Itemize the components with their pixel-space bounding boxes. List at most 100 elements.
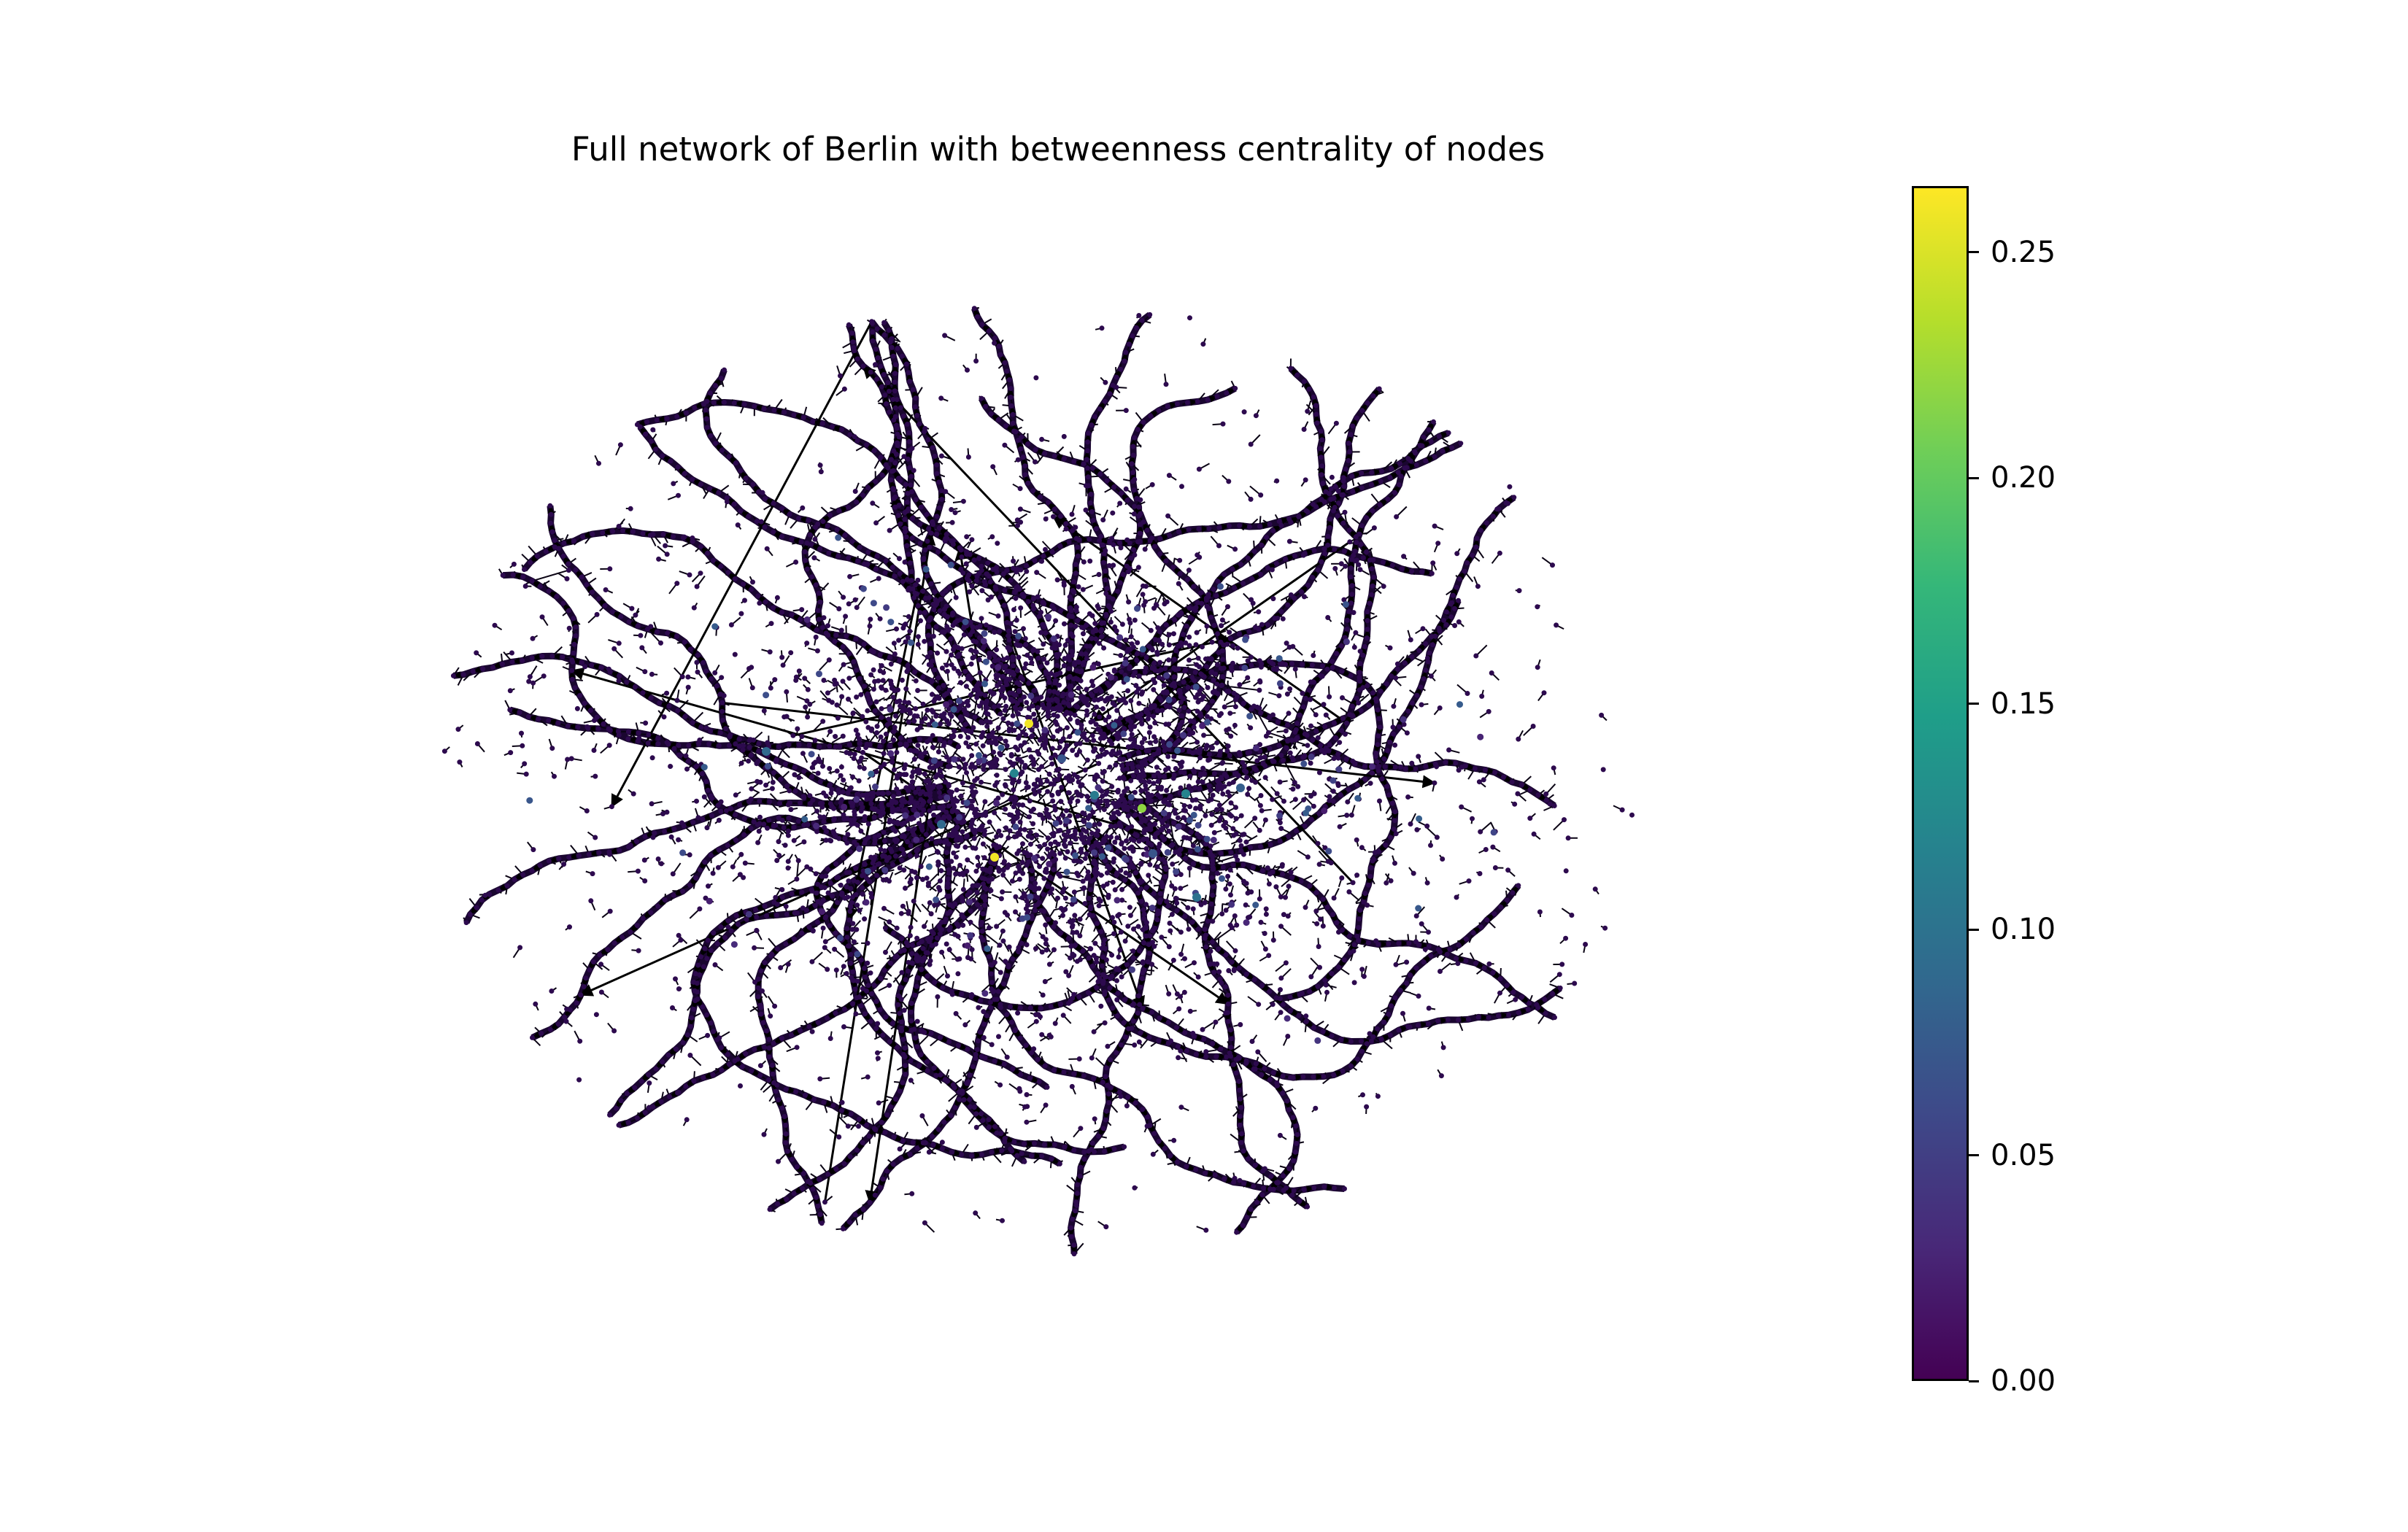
node <box>1246 713 1254 720</box>
node <box>1063 868 1070 875</box>
node <box>1175 823 1182 830</box>
node <box>1068 691 1075 698</box>
node <box>1343 638 1350 646</box>
node <box>863 899 870 906</box>
node <box>1091 849 1098 856</box>
node <box>801 816 809 823</box>
high-centrality-node <box>1181 789 1190 798</box>
node <box>1456 701 1463 708</box>
node <box>943 794 951 801</box>
node <box>1335 766 1343 773</box>
colorbar-tick-mark <box>1969 251 1979 254</box>
colorbar-tick-label: 0.00 <box>1991 1364 2056 1398</box>
colorbar-tick-mark <box>1969 703 1979 705</box>
node <box>1276 680 1284 687</box>
node <box>1027 692 1035 700</box>
node <box>982 658 989 665</box>
high-centrality-node <box>1236 784 1245 792</box>
long-edge <box>1007 630 1145 1010</box>
node <box>947 561 954 568</box>
node <box>1194 846 1201 853</box>
node <box>1190 811 1197 819</box>
node <box>887 750 895 757</box>
node <box>881 867 889 874</box>
node <box>1122 659 1129 667</box>
node <box>1477 733 1484 740</box>
node <box>1122 856 1130 863</box>
node <box>1052 820 1060 827</box>
node <box>1314 1037 1321 1044</box>
node <box>1123 676 1130 683</box>
node <box>902 812 909 819</box>
node <box>984 945 991 952</box>
node <box>981 990 989 997</box>
colorbar-tick-label: 0.05 <box>1991 1138 2056 1172</box>
node <box>976 757 983 765</box>
node <box>962 619 969 625</box>
node <box>951 756 958 763</box>
node <box>913 836 920 843</box>
node <box>856 846 863 852</box>
node <box>1276 812 1284 819</box>
high-centrality-node <box>1138 804 1146 813</box>
node <box>1180 732 1187 739</box>
node <box>1252 902 1259 908</box>
colorbar-tick-mark <box>1969 1154 1979 1157</box>
node <box>967 932 974 939</box>
node <box>976 751 982 759</box>
node <box>1195 821 1202 829</box>
node <box>1325 848 1332 855</box>
node <box>1041 727 1049 734</box>
high-centrality-node <box>1010 769 1019 778</box>
node <box>841 803 848 811</box>
node <box>526 797 533 804</box>
node <box>922 565 930 573</box>
node <box>933 896 940 903</box>
node <box>1045 614 1052 621</box>
colorbar <box>1912 186 1969 1381</box>
node <box>1203 835 1211 843</box>
high-centrality-node <box>1149 849 1157 858</box>
node <box>925 863 933 870</box>
node <box>1024 914 1031 921</box>
node <box>1062 817 1070 824</box>
node <box>1127 794 1135 801</box>
node <box>1321 808 1328 814</box>
node <box>1163 672 1170 679</box>
node <box>1416 815 1423 822</box>
chart-title: Full network of Berlin with betweenness … <box>571 130 1545 169</box>
node <box>854 951 861 958</box>
node <box>1099 853 1105 860</box>
node <box>1415 905 1422 912</box>
node <box>808 751 815 758</box>
node <box>1046 860 1053 867</box>
node <box>1174 747 1181 754</box>
node <box>956 813 963 821</box>
high-centrality-node <box>1090 791 1099 800</box>
node <box>1342 601 1349 608</box>
node <box>914 811 921 819</box>
node <box>963 800 970 806</box>
node <box>993 800 1000 807</box>
node <box>816 670 822 678</box>
node <box>1219 875 1225 882</box>
node <box>1276 655 1283 662</box>
high-centrality-node <box>1057 754 1066 763</box>
node <box>1120 730 1127 738</box>
node <box>1210 837 1217 843</box>
node <box>872 784 879 790</box>
high-centrality-node <box>1024 719 1033 728</box>
node <box>868 770 875 778</box>
node-dots <box>441 306 1635 1257</box>
node <box>1490 829 1497 836</box>
node <box>1015 632 1022 640</box>
high-centrality-node <box>937 820 946 829</box>
colorbar-tick-label: 0.15 <box>1991 686 2056 721</box>
node <box>1134 605 1141 612</box>
node <box>943 701 950 708</box>
node <box>1303 809 1309 816</box>
node <box>887 705 894 713</box>
colorbar-tick-label: 0.10 <box>1991 913 2056 947</box>
colorbar-tick-mark <box>1969 476 1979 479</box>
